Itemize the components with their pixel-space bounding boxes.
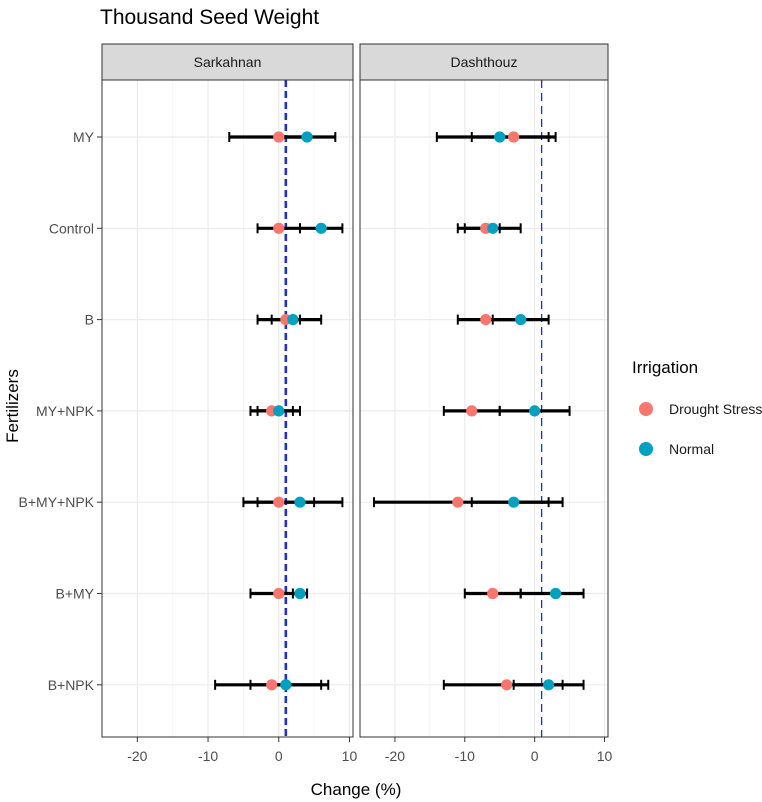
x-tick-label: -10 <box>455 748 475 764</box>
point-drought-stress <box>508 131 520 143</box>
y-tick-label: B+MY <box>55 586 94 602</box>
point-normal <box>494 131 506 143</box>
point-normal <box>315 222 327 234</box>
x-tick-label: -20 <box>127 748 147 764</box>
panel-border <box>101 79 354 738</box>
point-drought-stress <box>273 222 285 234</box>
point-normal <box>294 587 306 600</box>
point-drought-stress <box>266 679 278 691</box>
y-tick-label: MY <box>73 129 95 145</box>
chart-title: Thousand Seed Weight <box>100 6 319 29</box>
x-tick-label: 0 <box>275 748 283 764</box>
point-normal <box>543 679 555 691</box>
x-axis-title: Change (%) <box>311 780 402 799</box>
legend-title: Irrigation <box>632 358 698 377</box>
panel-dashthouz: Dashthouz -20 -10 0 10 <box>359 43 613 764</box>
x-tick-label: -20 <box>385 748 405 764</box>
facet-strip <box>359 43 609 81</box>
facet-strip-label: Dashthouz <box>451 54 518 70</box>
facet-strip <box>101 43 354 81</box>
point-normal <box>487 222 499 234</box>
point-drought-stress <box>452 496 464 508</box>
y-tick-label: B+NPK <box>48 677 95 693</box>
x-tick-label: 10 <box>342 748 358 764</box>
point-drought-stress <box>480 314 492 326</box>
y-axis-title: Fertilizers <box>3 369 22 443</box>
point-normal <box>294 496 306 508</box>
y-tick-label: Control <box>49 220 94 236</box>
x-tick-label: -10 <box>198 748 218 764</box>
point-normal <box>301 131 313 143</box>
facet-strip-label: Sarkahnan <box>194 54 262 70</box>
legend-label-normal: Normal <box>669 441 714 457</box>
x-tick-label: 10 <box>597 748 613 764</box>
point-drought-stress <box>273 131 285 143</box>
y-tick-label: MY+NPK <box>36 403 95 419</box>
legend: Irrigation Drought Stress Normal <box>632 358 762 457</box>
point-drought-stress <box>273 587 285 600</box>
point-drought-stress <box>273 496 285 508</box>
legend-key-normal <box>639 442 653 456</box>
x-tick-label: 0 <box>531 748 539 764</box>
point-normal <box>550 587 562 600</box>
legend-key-drought-stress <box>639 402 653 416</box>
point-drought-stress <box>501 679 513 691</box>
point-normal <box>515 314 527 326</box>
point-normal <box>508 496 520 508</box>
legend-label-drought-stress: Drought Stress <box>669 401 762 417</box>
point-drought-stress <box>487 587 499 600</box>
panel-border <box>359 79 609 738</box>
panel-sarkahnan: Sarkahnan -20 -10 0 10 MY Control B MY+NPK B+MY+N… <box>19 43 358 764</box>
point-normal <box>529 405 541 417</box>
panels: Sarkahnan -20 -10 0 10 MY Control B MY+NPK B+MY+N… <box>19 43 613 764</box>
point-normal <box>287 314 299 326</box>
point-normal <box>280 679 292 691</box>
y-tick-label: B <box>85 312 94 328</box>
point-drought-stress <box>466 405 478 417</box>
point-normal <box>273 405 285 417</box>
panel-background <box>102 80 353 737</box>
panel-background <box>360 80 608 737</box>
y-tick-label: B+MY+NPK <box>19 494 95 510</box>
